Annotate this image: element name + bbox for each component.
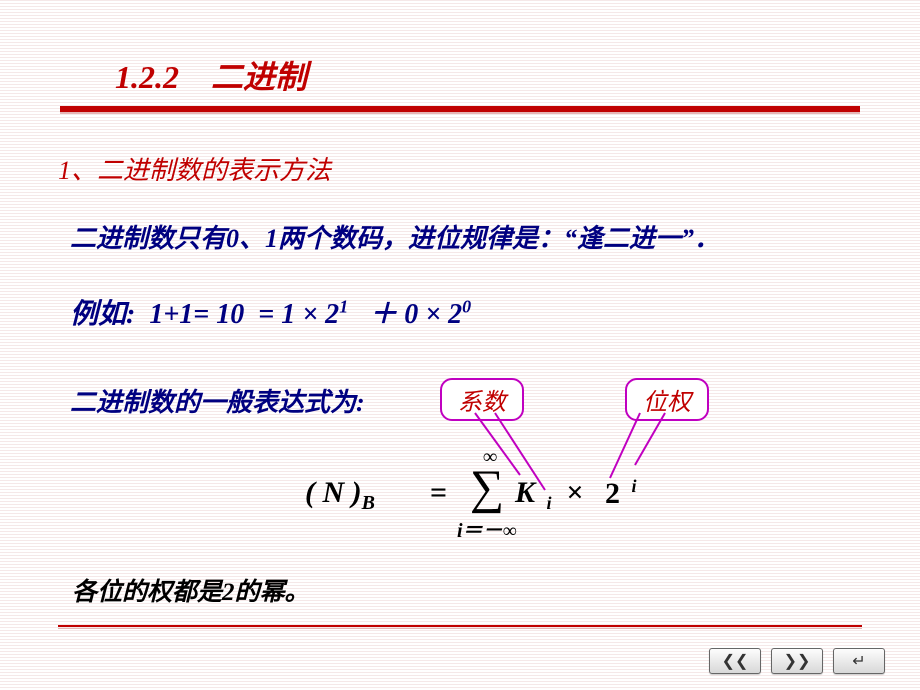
title-text: 二进制 — [211, 59, 307, 95]
bottom-rule-light — [58, 628, 862, 629]
prev-icon: ❮❮ — [722, 651, 749, 671]
times-symbol: × — [567, 476, 584, 509]
base-sup: i — [632, 476, 637, 496]
example-exp2: 0 — [462, 297, 471, 317]
formula-N: ( N ) — [305, 476, 362, 509]
formula-eq: = — [430, 476, 447, 510]
rule-text: 二进制数只有0、1两个数码，进位规律是：“逢二进一”． — [70, 218, 720, 255]
callout-weight: 位权 — [625, 378, 709, 421]
power-line: 各位的权都是2的幂。 — [72, 572, 310, 608]
formula-sub-B: B — [362, 492, 375, 514]
return-icon: ↵ — [852, 651, 865, 671]
example-prefix: 例如: — [70, 299, 135, 330]
K-letter: K — [515, 476, 535, 509]
formula-K: K i × — [515, 476, 584, 514]
formula: ( N )B = ∑ ∞ i＝－∞ K i × 2 i — [305, 450, 705, 550]
return-button[interactable]: ↵ — [833, 648, 885, 674]
example-term2: 0 × 2 — [404, 299, 462, 330]
slide-content: 1.2.2 二进制 1、二进制数的表示方法 二进制数只有0、1两个数码，进位规律… — [0, 0, 920, 690]
title-number: 1.2.2 — [115, 59, 179, 95]
next-icon: ❯❯ — [784, 651, 811, 671]
section-heading: 1、二进制数的表示方法 — [58, 150, 331, 187]
example-term1: 1 × 2 — [281, 299, 339, 330]
example-result: 10 — [216, 299, 244, 330]
bottom-rule — [58, 625, 862, 627]
title-underline-light — [60, 112, 860, 114]
example-exp1: 1 — [339, 297, 348, 317]
sigma-lower: i＝－∞ — [457, 514, 517, 543]
formula-lhs: ( N )B — [305, 476, 375, 515]
example-line: 例如: 1+1= 10 = 1 × 21 ＋ 0 × 20 — [70, 292, 471, 332]
example-eq: = — [258, 299, 274, 330]
prev-button[interactable]: ❮❮ — [709, 648, 761, 674]
base-2: 2 — [605, 477, 620, 510]
nav-buttons: ❮❮ ❯❯ ↵ — [709, 648, 885, 674]
slide-title: 1.2.2 二进制 — [115, 52, 307, 98]
callout-coeff-text: 系数 — [458, 390, 506, 416]
sigma-upper: ∞ — [483, 446, 497, 469]
example-lhs: 1+1= — [149, 299, 209, 330]
K-sub: i — [547, 493, 552, 513]
next-button[interactable]: ❯❯ — [771, 648, 823, 674]
callout-coefficient: 系数 — [440, 378, 524, 421]
expression-label: 二进制数的一般表达式为: — [70, 382, 365, 419]
callout-weight-text: 位权 — [643, 390, 691, 416]
formula-2: 2 i — [605, 476, 637, 511]
example-plus: ＋ — [369, 299, 397, 330]
